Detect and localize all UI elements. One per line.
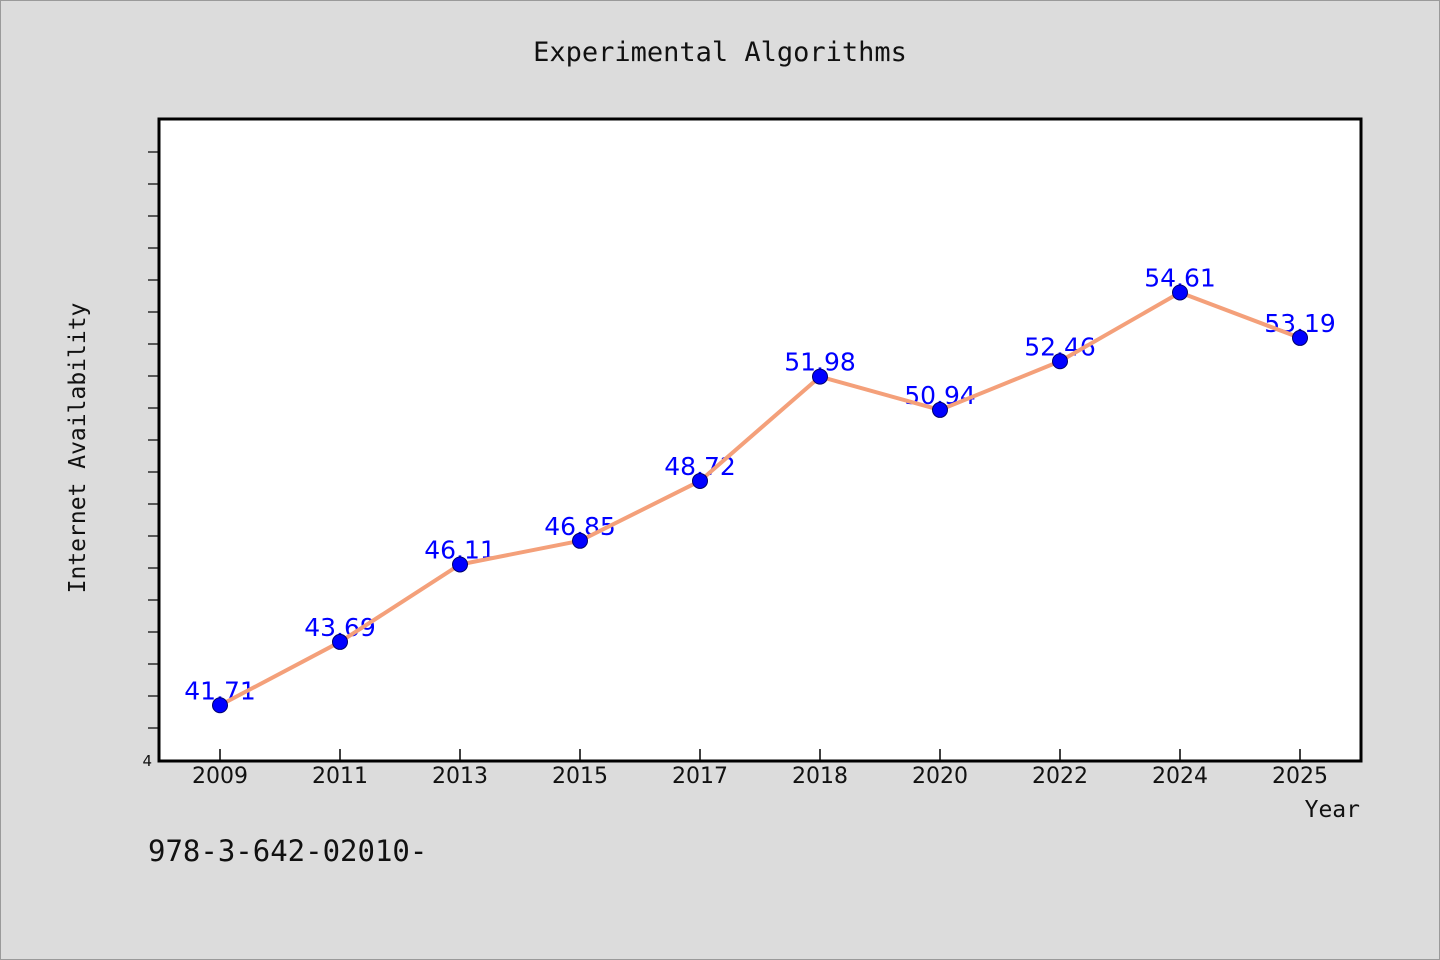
data-point xyxy=(932,401,948,418)
data-point xyxy=(692,472,708,489)
series-group xyxy=(212,284,1308,714)
x-tick-label: 2017 xyxy=(672,764,728,789)
x-tick-label: 2015 xyxy=(552,764,608,789)
chart-title: Experimental Algorithms xyxy=(533,37,907,68)
y-axis-label: Internet Availability xyxy=(65,303,91,594)
y-axis-ticks xyxy=(148,151,159,729)
x-tick-label: 2024 xyxy=(1152,764,1208,789)
data-point xyxy=(1172,284,1188,301)
data-point xyxy=(212,697,228,714)
plot-area xyxy=(157,117,1363,763)
x-tick-label: 2022 xyxy=(1032,764,1088,789)
data-point xyxy=(1292,329,1308,346)
series-line xyxy=(218,290,1302,708)
data-point xyxy=(452,556,468,573)
x-axis-ticks: 2009 2011 2013 2015 2017 2018 2020 2022 2024 2025 xyxy=(192,749,1328,789)
x-tick-label: 2018 xyxy=(792,764,848,789)
data-point xyxy=(812,368,828,385)
isbn-footnote: 978-3-642-02010- xyxy=(148,834,428,868)
x-tick-label: 2011 xyxy=(312,764,368,789)
data-point xyxy=(332,633,348,650)
x-tick-label: 2009 xyxy=(192,764,248,789)
x-tick-label: 2025 xyxy=(1272,764,1328,789)
x-axis-label: Year xyxy=(1305,797,1360,823)
data-point xyxy=(1052,353,1068,370)
x-tick-label: 2013 xyxy=(432,764,488,789)
y-tick-label: 4 xyxy=(142,752,152,770)
x-tick-label: 2020 xyxy=(912,764,968,789)
data-point xyxy=(572,532,588,549)
